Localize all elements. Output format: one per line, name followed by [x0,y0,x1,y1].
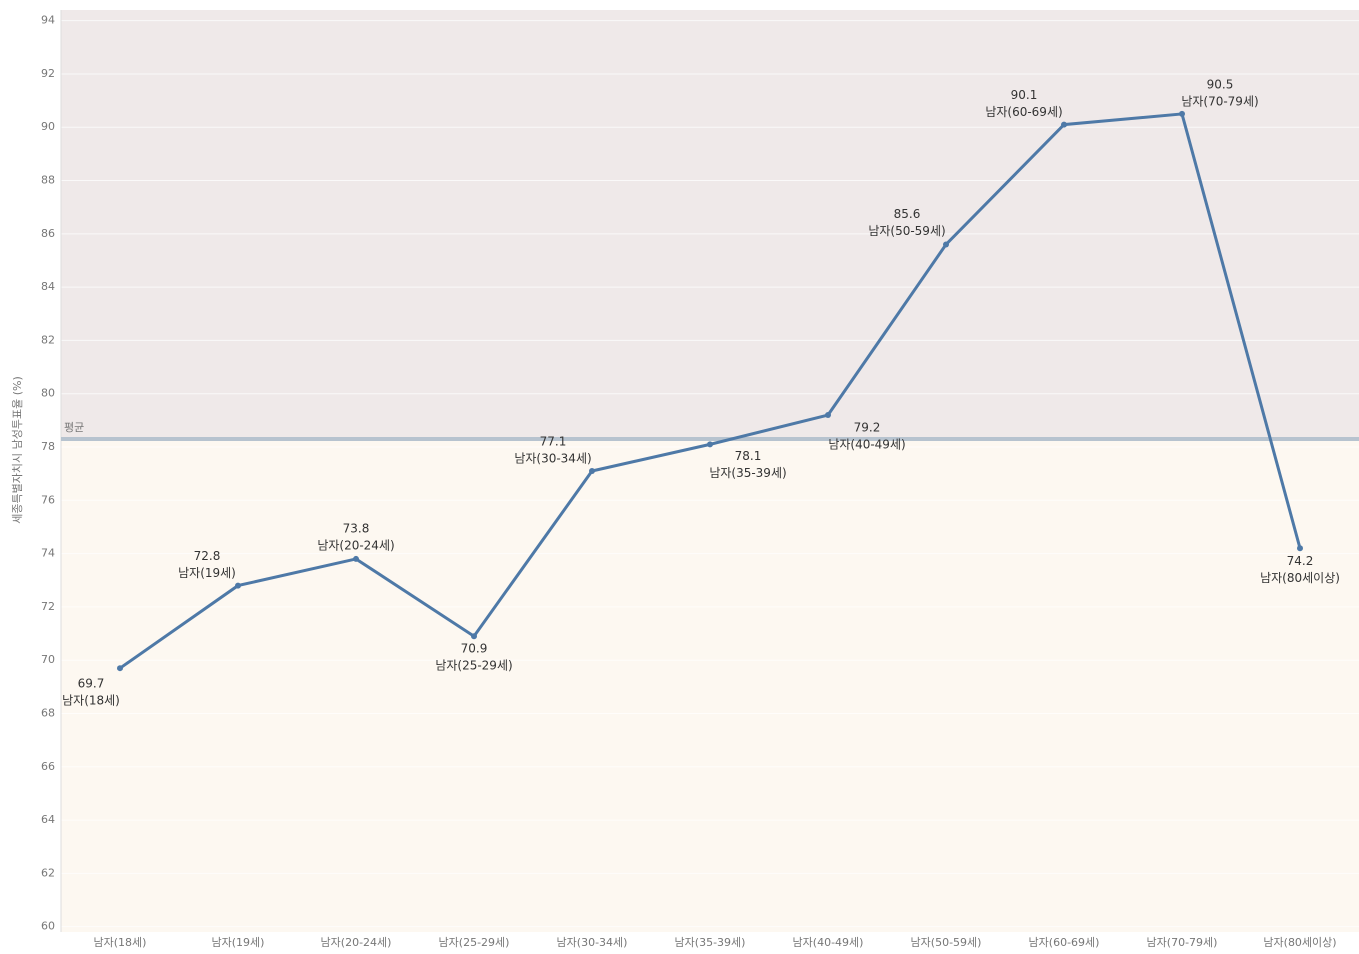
x-tick-label: 남자(80세이상) [1263,936,1336,949]
data-label: 90.5 [1207,77,1234,91]
data-label-category: 남자(50-59세) [868,224,945,238]
band-above-average [61,10,1359,440]
x-tick-label: 남자(40-49세) [793,936,864,949]
point [589,468,595,474]
x-tick-label: 남자(30-34세) [557,936,628,949]
y-tick-label: 68 [41,706,55,719]
data-label: 70.9 [461,642,488,656]
y-tick-label: 76 [41,493,55,506]
y-tick-label: 66 [41,760,55,773]
point [943,241,949,248]
data-label-category: 남자(35-39세) [709,466,786,480]
y-tick-label: 60 [41,920,55,933]
y-tick-label: 84 [41,280,55,293]
x-tick-label: 남자(20-24세) [321,936,392,949]
data-label-category: 남자(18세) [62,694,120,708]
y-tick-label: 62 [41,866,55,879]
data-label: 73.8 [343,521,370,535]
x-tick-label: 남자(50-59세) [911,936,982,949]
data-label: 79.2 [854,421,881,435]
point [353,555,359,562]
data-label-category: 남자(60-69세) [985,105,1062,119]
point [1179,110,1185,117]
y-tick-label: 70 [41,653,55,666]
y-tick-label: 86 [41,227,55,240]
point [471,633,477,640]
reference-label: 평균 [64,421,84,434]
data-label-category: 남자(30-34세) [514,452,591,466]
y-tick-label: 78 [41,440,55,453]
band-below-average [61,439,1359,932]
x-tick-label: 남자(70-79세) [1147,936,1218,949]
data-label-category: 남자(20-24세) [317,538,394,552]
data-label: 85.6 [894,207,921,221]
point [707,441,713,448]
point [1297,545,1303,552]
x-tick-label: 남자(19세) [212,936,265,949]
y-tick-label: 94 [41,14,55,27]
data-label: 74.2 [1287,554,1314,568]
point [235,582,241,589]
x-tick-label: 남자(60-69세) [1029,936,1100,949]
x-tick-label: 남자(18세) [94,936,147,949]
data-label-category: 남자(80세이상) [1260,571,1340,585]
y-tick-label: 90 [41,120,55,133]
y-tick-label: 74 [41,547,55,560]
y-tick-label: 80 [41,387,55,400]
data-label: 72.8 [194,549,221,563]
data-label-category: 남자(25-29세) [435,659,512,673]
data-label: 77.1 [540,435,567,449]
y-tick-label: 72 [41,600,55,613]
data-label-category: 남자(40-49세) [828,438,905,452]
x-tick-label: 남자(25-29세) [439,936,510,949]
y-axis-title: 세종특별자치시 남성투표율 (%) [11,376,24,523]
point [117,665,123,672]
y-tick-label: 92 [41,67,55,80]
y-tick-label: 82 [41,333,55,346]
point [1061,121,1067,128]
y-tick-label: 64 [41,813,55,826]
x-tick-label: 남자(35-39세) [675,936,746,949]
y-tick-label: 88 [41,174,55,187]
data-label: 78.1 [735,449,762,463]
data-label-category: 남자(70-79세) [1181,94,1258,108]
data-label-category: 남자(19세) [178,566,236,580]
data-label: 90.1 [1011,88,1038,102]
data-label: 69.7 [78,677,105,691]
point [825,412,831,419]
